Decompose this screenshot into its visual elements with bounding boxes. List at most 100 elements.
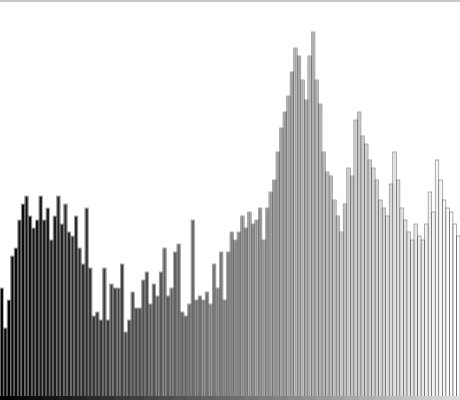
bottom-band-segment xyxy=(359,396,375,400)
histogram-bar xyxy=(14,248,18,400)
histogram-bar xyxy=(216,288,219,400)
bottom-band-segment xyxy=(14,396,30,400)
histogram-bar xyxy=(432,212,435,400)
histogram-bar xyxy=(0,288,3,400)
histogram-bar xyxy=(237,232,241,400)
bottom-band-segment xyxy=(158,396,174,400)
bottom-band-segment xyxy=(373,396,389,400)
bottom-band-segment xyxy=(287,396,303,400)
histogram-bar xyxy=(103,268,106,400)
histogram-bar xyxy=(212,264,216,400)
histogram-bar xyxy=(375,180,379,400)
histogram-bar xyxy=(347,168,350,400)
histogram-bar xyxy=(382,208,386,400)
histogram-bar xyxy=(379,200,382,400)
histogram-bar xyxy=(297,56,301,400)
histogram-bar xyxy=(117,288,120,400)
histogram-bar xyxy=(403,220,407,400)
histogram-bar xyxy=(156,296,159,400)
histogram-bar xyxy=(195,300,198,400)
histogram-bar xyxy=(283,112,287,400)
histogram-bar xyxy=(414,224,417,400)
histogram-bar xyxy=(336,216,340,400)
bottom-band-segment xyxy=(71,396,87,400)
histogram-bar xyxy=(92,316,95,400)
histogram-bar xyxy=(159,272,163,400)
histogram-bar xyxy=(166,296,170,400)
histogram-bar xyxy=(198,296,202,400)
histogram-bar xyxy=(138,308,141,400)
histogram-bar xyxy=(106,320,110,400)
histogram-bar xyxy=(435,160,439,400)
bottom-gradient-band xyxy=(0,396,460,400)
histogram-bar xyxy=(131,292,134,400)
histogram-bar xyxy=(219,252,223,400)
bottom-band-segment xyxy=(402,396,418,400)
histogram-bar xyxy=(202,300,205,400)
histogram-bar xyxy=(333,200,336,400)
bottom-band-segment xyxy=(388,396,404,400)
bottom-band-segment xyxy=(57,396,73,400)
bottom-band-segment xyxy=(301,396,317,400)
histogram-bar xyxy=(209,304,212,400)
bottom-band-segment xyxy=(186,396,202,400)
histogram-bar xyxy=(439,180,442,400)
bottom-band-segment xyxy=(115,396,130,400)
histogram-bar xyxy=(276,152,279,400)
bottom-band-segment xyxy=(445,396,460,400)
bottom-band-segment xyxy=(273,396,289,400)
histogram-bar xyxy=(89,268,92,400)
histogram-bar xyxy=(265,208,269,400)
histogram-bar xyxy=(124,332,127,400)
histogram-bar xyxy=(340,232,343,400)
histogram-bar xyxy=(407,232,410,400)
histogram-bar xyxy=(28,216,32,400)
histogram-bar xyxy=(81,264,85,400)
histogram-bar xyxy=(248,212,251,400)
bottom-band-segment xyxy=(345,396,360,400)
histogram-bar xyxy=(43,220,46,400)
histogram-bar xyxy=(96,312,99,400)
histogram-bar xyxy=(446,208,449,400)
bottom-band-segment xyxy=(100,396,116,400)
histogram-bar xyxy=(120,264,124,400)
bottom-band-segment xyxy=(143,396,159,400)
bottom-band-segment xyxy=(244,396,260,400)
bottom-band-segment xyxy=(330,396,346,400)
histogram-bar xyxy=(53,216,57,400)
histogram-bar xyxy=(67,232,71,400)
bottom-band-segment xyxy=(172,396,188,400)
histogram-bar xyxy=(393,152,396,400)
histogram-bar xyxy=(85,208,88,400)
histogram-bar xyxy=(386,216,389,400)
histogram-bars xyxy=(0,31,460,400)
histogram-bar xyxy=(280,128,283,400)
histogram-bar xyxy=(127,320,131,400)
histogram-bar xyxy=(322,152,325,400)
bottom-band-segment xyxy=(28,396,44,400)
histogram-bar xyxy=(411,240,414,400)
histogram-bar xyxy=(4,328,7,400)
histogram-bar xyxy=(71,236,74,400)
histogram-bar xyxy=(57,196,60,400)
histogram-bar xyxy=(149,304,152,400)
histogram-bar xyxy=(350,176,354,400)
histogram-bar xyxy=(244,228,248,400)
histogram-bar xyxy=(269,192,272,400)
histogram-bar xyxy=(368,160,371,400)
histogram-bar xyxy=(234,240,237,400)
histogram-bar xyxy=(173,252,177,400)
histogram-bar xyxy=(21,204,25,400)
histogram-bar xyxy=(418,236,421,400)
histogram-bar xyxy=(315,80,318,400)
histogram-bar xyxy=(294,48,297,400)
bottom-band-segment xyxy=(129,396,145,400)
bottom-band-segment xyxy=(416,396,432,400)
histogram-bar xyxy=(457,236,460,400)
histogram-bar xyxy=(46,208,49,400)
histogram-bar xyxy=(227,252,230,400)
histogram-bar xyxy=(74,216,78,400)
histogram-bar xyxy=(311,32,315,400)
